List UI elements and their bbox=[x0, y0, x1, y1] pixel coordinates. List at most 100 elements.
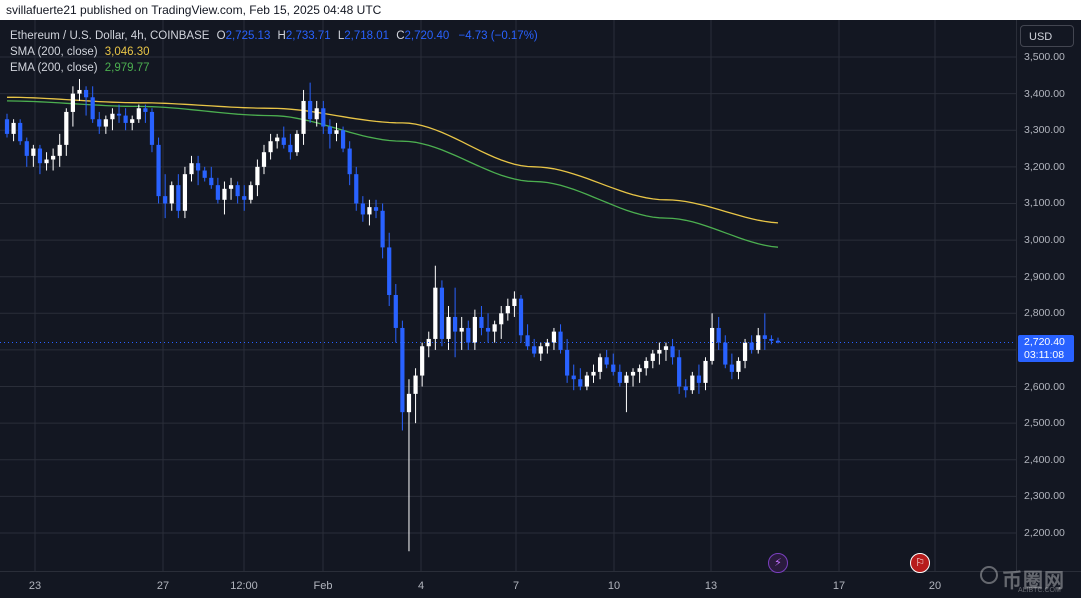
candle bbox=[637, 364, 642, 383]
candle bbox=[354, 166, 359, 211]
candle bbox=[176, 174, 181, 219]
candle-body bbox=[420, 346, 425, 376]
candle-body bbox=[762, 335, 767, 339]
candle bbox=[57, 133, 62, 167]
candle bbox=[571, 364, 576, 391]
watermark-logo: 币圈网 ALIBTC.COM bbox=[980, 562, 1080, 596]
candle-body bbox=[578, 379, 583, 387]
candle bbox=[334, 122, 339, 142]
sma-value: 3,046.30 bbox=[104, 46, 150, 58]
candle-body bbox=[723, 342, 728, 365]
time-tick-label: Feb bbox=[313, 580, 333, 592]
time-tick-label: 27 bbox=[156, 580, 170, 592]
candle bbox=[288, 133, 293, 160]
candle-body bbox=[360, 203, 365, 215]
candle-body bbox=[90, 97, 95, 120]
candle bbox=[538, 342, 543, 361]
candle bbox=[499, 305, 504, 339]
candle-body bbox=[123, 115, 128, 123]
candle bbox=[103, 115, 108, 134]
candle-body bbox=[485, 327, 491, 332]
candle bbox=[690, 371, 695, 394]
price-tick-label: 3,400.00 bbox=[1024, 87, 1065, 100]
candle-body bbox=[677, 357, 682, 387]
candle-body bbox=[163, 196, 168, 204]
candle bbox=[775, 337, 781, 344]
candle bbox=[716, 316, 721, 350]
candle-body bbox=[189, 163, 194, 175]
candle-body bbox=[268, 141, 273, 153]
last-price-label: 2,720.40 03:11:08 bbox=[1018, 335, 1074, 362]
candle-body bbox=[591, 371, 596, 376]
lightning-event-icon[interactable]: ⚡ bbox=[768, 553, 788, 573]
candle-body bbox=[630, 371, 636, 376]
candle bbox=[584, 371, 589, 391]
candle-body bbox=[663, 346, 669, 350]
candle bbox=[367, 199, 372, 226]
candle-body bbox=[327, 126, 332, 134]
candle-body bbox=[769, 338, 774, 341]
time-tick-label: 10 bbox=[607, 580, 621, 592]
candle bbox=[604, 349, 609, 369]
candle bbox=[18, 119, 23, 145]
candle-body bbox=[400, 327, 405, 413]
us-flag-event-icon[interactable]: ⚐ bbox=[910, 553, 930, 573]
candle bbox=[136, 104, 141, 123]
candle bbox=[301, 89, 306, 145]
candle bbox=[294, 130, 300, 156]
candle-body bbox=[439, 287, 445, 339]
symbol-title[interactable]: Ethereum / U.S. Dollar, 4h, COINBASE bbox=[10, 30, 210, 42]
candle-body bbox=[532, 346, 537, 354]
candle bbox=[314, 100, 319, 127]
legend-sma-row[interactable]: SMA (200, close) 3,046.30 bbox=[10, 44, 538, 60]
open-value: 2,725.13 bbox=[225, 30, 271, 42]
legend-ema-row[interactable]: EMA (200, close) 2,979.77 bbox=[10, 60, 538, 76]
candle-body bbox=[4, 119, 10, 134]
grid-layer bbox=[0, 20, 1016, 571]
candle-body bbox=[261, 152, 267, 167]
candle bbox=[327, 119, 332, 149]
candlestick-chart[interactable] bbox=[0, 20, 1016, 571]
candle bbox=[710, 313, 715, 365]
candle bbox=[373, 199, 379, 219]
candle bbox=[24, 137, 29, 167]
candle-body bbox=[538, 346, 543, 354]
candle bbox=[578, 368, 583, 391]
candle-body bbox=[459, 327, 464, 332]
candle bbox=[387, 232, 392, 306]
price-tick-label: 3,500.00 bbox=[1024, 51, 1065, 63]
candle-body bbox=[347, 148, 352, 175]
last-price-value: 2,720.40 bbox=[1024, 336, 1065, 348]
candle bbox=[729, 353, 734, 380]
candle bbox=[670, 338, 675, 365]
candle-body bbox=[644, 360, 649, 369]
candle bbox=[433, 265, 438, 350]
candle-body bbox=[275, 137, 280, 142]
candle bbox=[51, 148, 56, 171]
chart-plot-area[interactable] bbox=[0, 20, 1016, 571]
price-axis[interactable] bbox=[1016, 20, 1081, 571]
candle-body bbox=[756, 335, 761, 350]
price-tick-label: 2,200.00 bbox=[1024, 527, 1065, 539]
candle-body bbox=[499, 313, 504, 325]
high-value: 2,733.71 bbox=[285, 30, 331, 42]
candle bbox=[308, 82, 313, 123]
candle-body bbox=[301, 100, 306, 134]
candle-body bbox=[202, 170, 207, 178]
candle bbox=[130, 115, 135, 131]
candle-body bbox=[83, 89, 89, 98]
candle bbox=[611, 353, 616, 376]
candle bbox=[163, 174, 168, 219]
candle-body bbox=[505, 305, 510, 314]
currency-button[interactable]: USD bbox=[1020, 25, 1074, 47]
candle bbox=[505, 298, 510, 321]
candle bbox=[532, 338, 537, 358]
time-axis[interactable] bbox=[0, 571, 1081, 598]
candle bbox=[683, 379, 688, 398]
candle-body bbox=[44, 159, 49, 164]
candle bbox=[182, 166, 188, 219]
candle-body bbox=[97, 119, 102, 127]
time-tick-label: 20 bbox=[928, 580, 942, 592]
candle bbox=[4, 113, 10, 138]
candle-body bbox=[242, 196, 247, 200]
